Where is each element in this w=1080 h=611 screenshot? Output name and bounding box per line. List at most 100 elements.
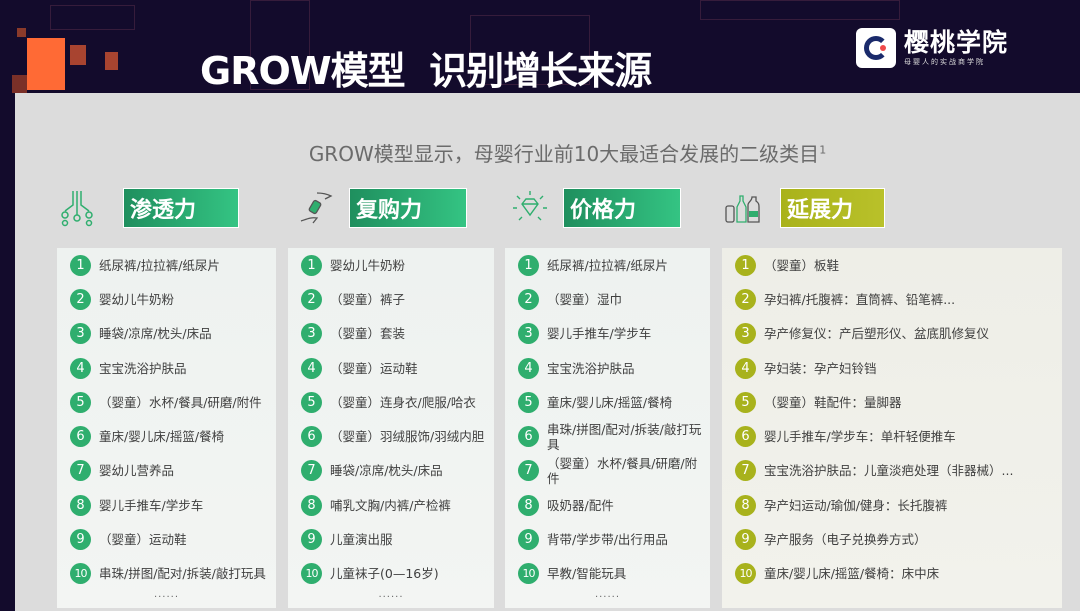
item-text: （婴童）湿巾: [547, 291, 623, 307]
list-item: 10 儿童袜子(0—16岁): [288, 557, 494, 591]
rank-badge: 10: [70, 563, 91, 585]
list-item: 1 婴幼儿牛奶粉: [288, 248, 494, 282]
column-header-2: 复购力: [296, 188, 467, 228]
deco-square: [27, 38, 65, 90]
list-item: 2 婴幼儿牛奶粉: [57, 282, 276, 316]
item-text: （婴童）羽绒服饰/羽绒内胆: [330, 429, 485, 445]
list-item: 3 孕产修复仪：产后塑形仪、盆底肌修复仪: [722, 317, 1062, 351]
page-title: GROW模型 识别增长来源: [200, 49, 652, 93]
list-item: 5 （婴童）鞋配件：量脚器: [722, 385, 1062, 419]
column-label: 延展力: [780, 188, 885, 228]
list-item: 6 （婴童）羽绒服饰/羽绒内胆: [288, 419, 494, 453]
rank-badge: 10: [301, 563, 322, 585]
list-item: 3 婴儿手推车/学步车: [505, 317, 710, 351]
list-item: 9 孕产服务（电子兑换券方式）: [722, 522, 1062, 556]
rank-badge: 2: [518, 288, 539, 310]
rank-badge: 8: [735, 494, 756, 516]
list-item: 8 吸奶器/配件: [505, 488, 710, 522]
item-text: 儿童演出服: [330, 532, 393, 548]
rank-badge: 5: [301, 391, 322, 413]
column-label: 价格力: [563, 188, 681, 228]
item-text: （婴童）运动鞋: [99, 532, 187, 548]
list-item: 7 （婴童）水杯/餐具/研磨/附件: [505, 454, 710, 488]
rank-badge: 5: [70, 391, 91, 413]
item-text: 婴幼儿营养品: [99, 463, 175, 479]
logo: 樱桃学院 母婴人的实战商学院: [856, 28, 1008, 68]
subtitle: GROW模型显示，母婴行业前10大最适合发展的二级类目1: [15, 138, 1080, 167]
deco-square: [12, 75, 27, 93]
rank-badge: 1: [301, 254, 322, 276]
category-list-1: 1 纸尿裤/拉拉裤/纸尿片 2 婴幼儿牛奶粉 3 睡袋/凉席/枕头/床品 4 宝宝洗浴护肤品 5…: [57, 248, 276, 608]
rank-badge: 4: [518, 357, 539, 379]
deco-square: [17, 28, 26, 37]
list-item: 6 婴儿手推车/学步车：单杆轻便推车: [722, 419, 1062, 453]
list-item: 7 婴幼儿营养品: [57, 454, 276, 488]
item-text: （婴童）水杯/餐具/研磨/附件: [547, 455, 698, 486]
list-item: 8 婴儿手推车/学步车: [57, 488, 276, 522]
rank-badge: 8: [518, 494, 539, 516]
rank-badge: 1: [518, 254, 539, 276]
list-item: 2 孕妇裤/托腹裤：直筒裤、铅笔裤...: [722, 282, 1062, 316]
rank-badge: 10: [735, 563, 756, 585]
rank-badge: 3: [518, 323, 539, 345]
item-text: 儿童袜子(0—16岁): [330, 566, 439, 582]
list-item: 7 睡袋/凉席/枕头/床品: [288, 454, 494, 488]
list-item: 4 宝宝洗浴护肤品: [57, 351, 276, 385]
rank-badge: 8: [301, 494, 322, 516]
more-indicator: ......: [378, 588, 404, 600]
rank-badge: 1: [735, 254, 756, 276]
item-text: 童床/婴儿床/摇篮/餐椅: [99, 429, 225, 445]
rank-badge: 5: [735, 391, 756, 413]
item-text: （婴童）水杯/餐具/研磨/附件: [99, 394, 262, 410]
rank-badge: 2: [70, 288, 91, 310]
item-text: （婴童）连身衣/爬服/哈衣: [330, 394, 476, 410]
list-item: 1 （婴童）板鞋: [722, 248, 1062, 282]
item-text: 孕妇裤/托腹裤：直筒裤、铅笔裤...: [764, 291, 956, 307]
item-text: 宝宝洗浴护肤品: [547, 360, 635, 376]
list-item: 3 睡袋/凉席/枕头/床品: [57, 317, 276, 351]
logo-name: 樱桃学院: [904, 28, 1009, 57]
rank-badge: 7: [70, 460, 91, 482]
list-item: 6 串珠/拼图/配对/拆装/敲打玩具: [505, 419, 710, 453]
list-item: 4 （婴童）运动鞋: [288, 351, 494, 385]
item-text: 孕妇装：孕产妇铃铛: [764, 360, 877, 376]
column-header-3: 价格力: [510, 188, 681, 228]
rank-badge: 10: [518, 563, 539, 585]
list-item: 10 早教/智能玩具: [505, 557, 710, 591]
item-text: （婴童）鞋配件：量脚器: [764, 394, 902, 410]
column-header-1: 渗透力: [57, 188, 239, 228]
category-list-2: 1 婴幼儿牛奶粉 2 （婴童）裤子 3 （婴童）套装 4 （婴童）运动鞋 5 （婴童）连身衣/爬服…: [288, 248, 494, 608]
item-text: 婴幼儿牛奶粉: [330, 257, 406, 273]
list-item: 5 （婴童）连身衣/爬服/哈衣: [288, 385, 494, 419]
rank-badge: 8: [70, 494, 91, 516]
list-item: 10 串珠/拼图/配对/拆装/敲打玩具: [57, 557, 276, 591]
item-text: 婴儿手推车/学步车: [547, 326, 652, 342]
item-text: 童床/婴儿床/摇篮/餐椅: [547, 394, 673, 410]
item-text: （婴童）裤子: [330, 291, 406, 307]
rank-badge: 5: [518, 391, 539, 413]
item-text: 哺乳文胸/内裤/产检裤: [330, 497, 451, 513]
more-indicator: ......: [153, 588, 180, 600]
item-text: 串珠/拼图/配对/拆装/敲打玩具: [99, 566, 266, 582]
bg-line: [700, 0, 900, 20]
item-text: 孕产妇运动/瑜伽/健身：长托腹裤: [764, 497, 948, 513]
item-text: 纸尿裤/拉拉裤/纸尿片: [99, 257, 220, 273]
rank-badge: 9: [735, 529, 756, 551]
item-text: 睡袋/凉席/枕头/床品: [330, 463, 443, 479]
hand-money-icon: [296, 188, 336, 228]
item-text: 纸尿裤/拉拉裤/纸尿片: [547, 257, 668, 273]
list-item: 2 （婴童）湿巾: [505, 282, 710, 316]
list-item: 4 孕妇装：孕产妇铃铛: [722, 351, 1062, 385]
rank-badge: 6: [301, 426, 322, 448]
diamond-icon: [510, 188, 550, 228]
item-text: 吸奶器/配件: [547, 497, 614, 513]
item-text: （婴童）套装: [330, 326, 406, 342]
list-item: 8 孕产妇运动/瑜伽/健身：长托腹裤: [722, 488, 1062, 522]
rank-badge: 4: [735, 357, 756, 379]
logo-c-icon: [856, 28, 896, 68]
column-header-4: 延展力: [722, 188, 885, 228]
list-item: 8 哺乳文胸/内裤/产检裤: [288, 488, 494, 522]
rank-badge: 2: [301, 288, 322, 310]
rank-badge: 9: [70, 529, 91, 551]
deco-square: [70, 45, 86, 65]
